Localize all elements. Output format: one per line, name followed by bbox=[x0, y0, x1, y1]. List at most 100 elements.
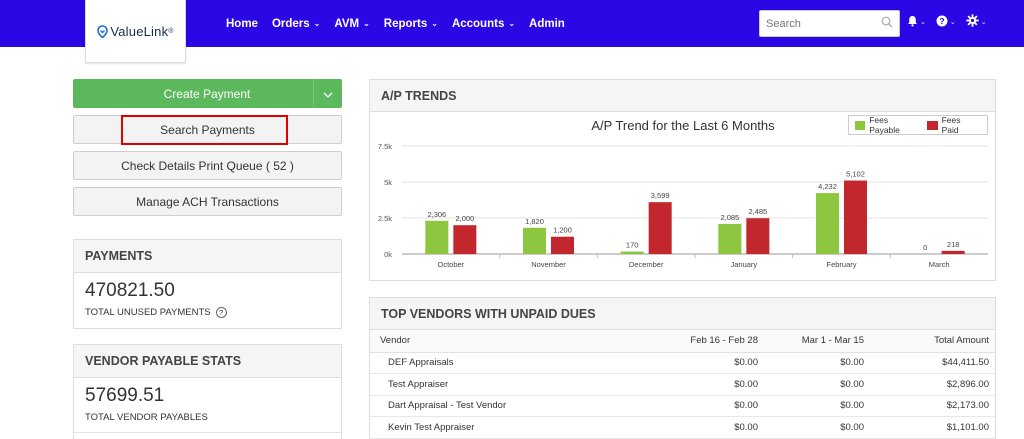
data-label: 1,200 bbox=[553, 226, 572, 235]
vendor-name: Kevin Test Appraiser bbox=[370, 416, 646, 439]
legend-swatch bbox=[855, 120, 866, 130]
help-menu[interactable]: ? ⌄ bbox=[936, 15, 956, 30]
nav-label: Home bbox=[226, 17, 258, 30]
ap-trends-panel: A/P TRENDS A/P Trend for the Last 6 Mont… bbox=[369, 79, 996, 281]
total-vendor-payables-value: 57699.51 bbox=[85, 385, 165, 406]
table-row[interactable]: DEF Appraisals $0.00 $0.00 $44,411.50 bbox=[370, 352, 995, 374]
nav-label: Admin bbox=[529, 17, 565, 30]
column-header-vendor[interactable]: Vendor bbox=[370, 330, 646, 353]
bell-icon bbox=[907, 15, 918, 30]
data-label: 3,599 bbox=[651, 191, 670, 200]
top-icons: ⌄ ? ⌄ ⌄ bbox=[907, 14, 997, 30]
svg-text:?: ? bbox=[939, 16, 944, 26]
nav-orders[interactable]: Orders ⌄ bbox=[272, 18, 320, 30]
bar-fees-paid bbox=[941, 250, 965, 254]
create-payment-label[interactable]: Create Payment bbox=[163, 86, 251, 101]
nav-avm[interactable]: AVM ⌄ bbox=[334, 18, 369, 30]
amount-feb: $0.00 bbox=[646, 395, 764, 417]
bar-fees-paid bbox=[551, 236, 574, 254]
payments-panel: PAYMENTS 470821.50 TOTAL UNUSED PAYMENTS… bbox=[73, 239, 342, 329]
nav-admin[interactable]: Admin bbox=[529, 18, 565, 30]
bar-fees-payable bbox=[425, 220, 449, 254]
top-vendors-panel: TOP VENDORS WITH UNPAID DUES Vendor Feb … bbox=[369, 297, 996, 439]
search-input[interactable] bbox=[766, 17, 876, 30]
total-unused-payments-value: 470821.50 bbox=[85, 280, 175, 301]
legend-label: Fees Paid bbox=[941, 115, 961, 135]
chevron-down-icon: ⌄ bbox=[980, 19, 987, 26]
y-tick-label: 2.5k bbox=[378, 214, 392, 223]
column-header-total-amount[interactable]: Total Amount bbox=[870, 330, 995, 353]
vendors-table: Vendor Feb 16 - Feb 28 Mar 1 - Mar 15 To… bbox=[370, 330, 995, 439]
vendor-payable-stats-panel: VENDOR PAYABLE STATS 57699.51 TOTAL VEND… bbox=[73, 344, 342, 439]
legend-swatch bbox=[927, 120, 938, 130]
check-details-print-queue-button[interactable]: Check Details Print Queue ( 52 ) bbox=[73, 151, 342, 180]
nav-label: AVM bbox=[334, 17, 360, 30]
settings-menu[interactable]: ⌄ bbox=[966, 14, 987, 30]
table-row[interactable]: Kevin Test Appraiser $0.00 $0.00 $1,101.… bbox=[370, 416, 995, 439]
bar-fees-payable bbox=[816, 193, 839, 254]
total-vendor-payables-label: TOTAL VENDOR PAYABLES bbox=[85, 412, 208, 423]
vendor-name: Dart Appraisal - Test Vendor bbox=[370, 395, 646, 417]
total-amount: $44,411.50 bbox=[870, 352, 995, 374]
y-tick-label: 0k bbox=[384, 250, 392, 259]
total-unused-payments-row: TOTAL UNUSED PAYMENTS ? bbox=[74, 307, 341, 318]
data-label: 218 bbox=[947, 240, 960, 249]
legend-item-fees-paid[interactable]: Fees Paid bbox=[927, 115, 977, 135]
nav-home[interactable]: Home bbox=[226, 18, 258, 30]
vendor-name: DEF Appraisals bbox=[370, 352, 646, 374]
x-tick-label: February bbox=[826, 260, 856, 269]
help-circle-icon[interactable]: ? bbox=[215, 307, 227, 318]
data-label: 170 bbox=[626, 241, 639, 250]
amount-mar: $0.00 bbox=[764, 373, 870, 396]
legend-label: Fees Payable bbox=[869, 115, 900, 135]
vendor-name: Test Appraiser bbox=[370, 373, 646, 396]
ap-trend-chart: 0k 2.5k 5k 7.5k October 2,306 2,000 November 1,8… bbox=[378, 142, 988, 269]
total-unused-payments-label: TOTAL UNUSED PAYMENTS bbox=[85, 307, 211, 318]
chevron-down-icon: ⌄ bbox=[949, 19, 956, 26]
nav-label: Accounts bbox=[451, 17, 505, 30]
column-header-mar1-mar15[interactable]: Mar 1 - Mar 15 bbox=[764, 330, 870, 353]
notifications-menu[interactable]: ⌄ bbox=[907, 15, 926, 30]
search-box[interactable] bbox=[759, 10, 900, 37]
bar-fees-paid bbox=[746, 218, 770, 254]
bar-fees-payable bbox=[718, 223, 742, 254]
search-icon[interactable] bbox=[881, 15, 893, 33]
main-nav: Home Orders ⌄ AVM ⌄ Reports ⌄ Accounts ⌄ Admin bbox=[226, 0, 579, 47]
table-row[interactable]: Test Appraiser $0.00 $0.00 $2,896.00 bbox=[370, 373, 995, 396]
bar-fees-payable bbox=[620, 251, 644, 254]
y-tick-label: 7.5k bbox=[378, 142, 392, 151]
create-payment-button[interactable]: Create Payment bbox=[73, 79, 342, 108]
amount-feb: $0.00 bbox=[646, 373, 764, 396]
divider bbox=[74, 432, 341, 433]
help-icon: ? bbox=[936, 15, 948, 30]
nav-label: Reports bbox=[383, 17, 428, 30]
amount-mar: $0.00 bbox=[764, 352, 870, 374]
vendor-payable-stats-title: VENDOR PAYABLE STATS bbox=[74, 345, 341, 378]
data-label: 0 bbox=[923, 243, 927, 252]
x-tick-label: November bbox=[531, 260, 566, 269]
valuelink-logo[interactable]: ValueLink ® bbox=[85, 0, 186, 63]
create-payment-dropdown[interactable] bbox=[313, 79, 342, 108]
total-amount: $1,101.00 bbox=[870, 416, 995, 439]
logo-mark-icon bbox=[97, 24, 109, 39]
manage-ach-transactions-button[interactable]: Manage ACH Transactions bbox=[73, 187, 342, 216]
top-vendors-title: TOP VENDORS WITH UNPAID DUES bbox=[370, 298, 995, 330]
x-tick-label: January bbox=[730, 260, 757, 269]
x-tick-label: December bbox=[629, 260, 664, 269]
nav-reports[interactable]: Reports ⌄ bbox=[384, 18, 438, 30]
logo-text: ValueLink bbox=[110, 23, 169, 39]
data-label: 4,232 bbox=[818, 182, 837, 191]
data-label: 1,820 bbox=[525, 217, 544, 226]
bar-fees-paid bbox=[453, 225, 477, 254]
search-payments-button[interactable]: Search Payments bbox=[73, 115, 342, 144]
table-row[interactable]: Dart Appraisal - Test Vendor $0.00 $0.00… bbox=[370, 395, 995, 417]
y-tick-label: 5k bbox=[384, 178, 392, 187]
gear-icon bbox=[966, 14, 979, 30]
data-label: 2,000 bbox=[455, 214, 474, 223]
bar-fees-paid bbox=[844, 180, 867, 254]
column-header-feb16-feb28[interactable]: Feb 16 - Feb 28 bbox=[646, 330, 764, 353]
legend-item-fees-payable[interactable]: Fees Payable bbox=[855, 115, 917, 135]
amount-mar: $0.00 bbox=[764, 395, 870, 417]
nav-accounts[interactable]: Accounts ⌄ bbox=[452, 18, 515, 30]
chart-title: A/P Trend for the Last 6 Months bbox=[591, 118, 775, 133]
